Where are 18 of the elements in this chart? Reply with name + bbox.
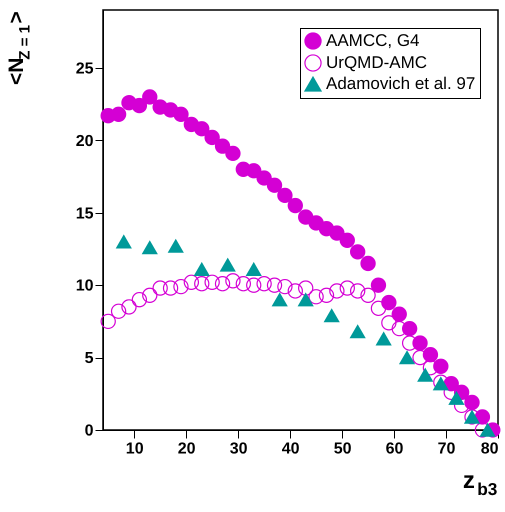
x-tick-label: 40 xyxy=(282,440,300,458)
x-tick-label: 20 xyxy=(178,440,196,458)
x-tick-label: 80 xyxy=(480,440,499,458)
legend-label: UrQMD-AMC xyxy=(326,53,428,72)
x-tick-label: 50 xyxy=(334,440,352,458)
y-tick-label: 25 xyxy=(76,60,94,78)
x-tick-label: 30 xyxy=(230,440,248,458)
y-tick-label: 5 xyxy=(84,350,94,368)
legend-label: Adamovich et al. 97 xyxy=(326,74,476,93)
x-tick-label: 10 xyxy=(126,440,144,458)
x-tick-label: 70 xyxy=(438,440,456,458)
y-tick-label: 20 xyxy=(76,132,94,150)
legend-label: AAMCC, G4 xyxy=(326,31,420,50)
y-tick-label: 0 xyxy=(84,422,94,440)
y-tick-label: 10 xyxy=(76,278,94,295)
y-tick-label: 15 xyxy=(76,205,94,222)
x-tick-label: 60 xyxy=(386,440,404,458)
y-axis-title: <NZ = 1> xyxy=(5,11,34,85)
